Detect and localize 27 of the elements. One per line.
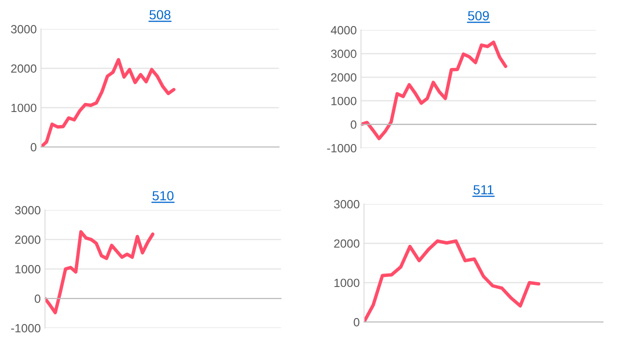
y-tick-label: 0 [34, 294, 40, 303]
y-tick-label: -1000 [327, 144, 356, 152]
y-tick-label: 3000 [331, 50, 356, 58]
y-tick-label: 2000 [11, 64, 36, 73]
y-tick-label: 0 [354, 318, 360, 326]
y-tick-label: 3000 [334, 200, 360, 208]
y-tick-label: 1000 [331, 96, 356, 106]
y-tick-label: 1000 [11, 104, 36, 112]
y-tick-label: 0 [30, 143, 36, 152]
y-tick-label: 4000 [330, 26, 356, 34]
y-tick-label: 2000 [15, 236, 40, 244]
y-tick-label: 3000 [11, 25, 36, 34]
y-tick-label: -1000 [11, 324, 40, 332]
y-tick-label: 2000 [331, 73, 356, 82]
y-tick-label: 1000 [334, 278, 360, 288]
chart-title: 510 [152, 191, 174, 200]
y-tick-label: 1000 [15, 265, 40, 274]
line-series [41, 58, 176, 147]
line-series [364, 239, 540, 322]
y-tick-label: 0 [350, 120, 356, 129]
line-series [361, 40, 508, 140]
y-tick-label: 2000 [334, 239, 360, 248]
line-series [45, 230, 154, 314]
chart-title: 509 [468, 11, 489, 20]
y-tick-label: 3000 [15, 206, 40, 214]
chart-title: 508 [150, 10, 170, 20]
chart-title: 511 [474, 185, 494, 194]
